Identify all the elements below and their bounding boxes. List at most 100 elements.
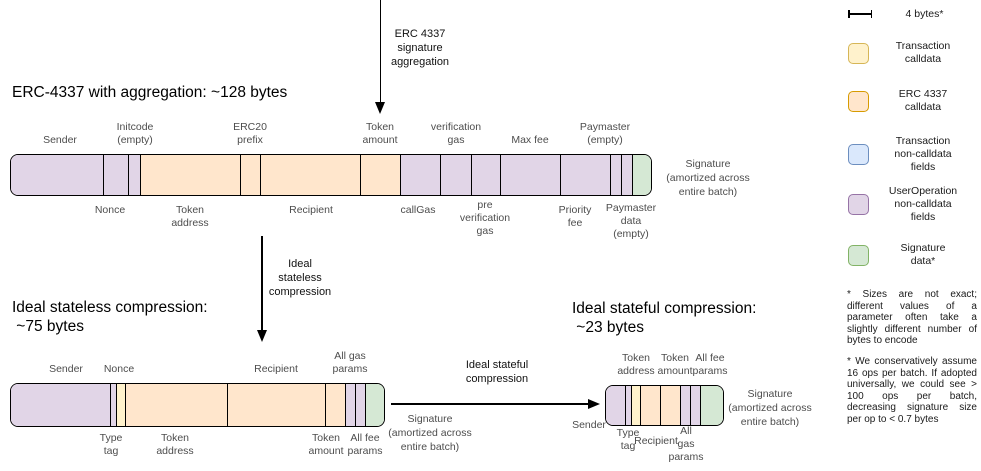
- segment-all-fee-params: [691, 386, 701, 425]
- segment-paymaster-data-empty: [622, 155, 633, 195]
- legend-label-blue: Transaction non-calldata fields: [894, 135, 952, 173]
- segment-sender: [606, 386, 626, 425]
- legend-scale-row: 4 bytes*: [845, 7, 977, 21]
- field-label-priority-fee: Priority fee: [558, 204, 592, 229]
- legend-label-purple: UserOperation non-calldata fields: [888, 185, 958, 223]
- signature-note-erc4337-aggregation: Signature (amortized across entire batch…: [666, 158, 750, 198]
- segment-all-gas-params: [681, 386, 691, 425]
- field-label-token-amount: Token amount: [657, 352, 693, 377]
- segment-all-fee-params: [356, 384, 366, 426]
- segment-token-address: [126, 384, 228, 426]
- legend-swatch-orange: [848, 90, 869, 112]
- arrow-label-stateful-compression: Ideal stateful compression: [465, 359, 529, 385]
- field-label-sender: Sender: [572, 419, 606, 431]
- arrow-label-stateless-compression: Ideal stateless compression: [268, 258, 332, 298]
- field-label-type-tag: Type tag: [99, 432, 123, 457]
- field-label-sender: Sender: [49, 363, 83, 375]
- arrow-head-right-icon: [588, 398, 600, 409]
- signature-note-stateless-compression: Signature (amortized across entire batch…: [388, 413, 472, 453]
- segment-signature: [366, 384, 384, 426]
- bar-stateless-compression: [10, 383, 385, 427]
- legend-label-yellow: Transaction calldata: [895, 40, 951, 65]
- segment-token-amount: [361, 155, 401, 195]
- segment-nonce: [104, 155, 129, 195]
- segment-signature-data: [633, 155, 651, 195]
- title-stateful-compression: Ideal stateful compression: ~23 bytes: [572, 300, 757, 336]
- segment-all-gas-params: [346, 384, 356, 426]
- field-label-all-fee-params: All fee params: [347, 432, 383, 457]
- segment-pre-verification-gas: [472, 155, 501, 195]
- segment-callgas: [401, 155, 441, 195]
- legend-swatch-purple: [848, 194, 869, 215]
- field-label-token-address: Token address: [171, 204, 209, 229]
- field-label-verification-gas: verification gas: [430, 121, 482, 146]
- arrow-head-down-icon: [256, 330, 267, 342]
- field-label-all-fee-params: All fee params: [692, 352, 728, 377]
- bar-erc4337-aggregation: [10, 154, 652, 196]
- segment-type-tag: [111, 384, 117, 426]
- segment-signature: [701, 386, 723, 425]
- segment-token-amount: [326, 384, 346, 426]
- segment-max-fee: [501, 155, 561, 195]
- segment-sender: [11, 155, 104, 195]
- legend-scale-label: 4 bytes*: [905, 7, 944, 20]
- title-stateless-compression: Ideal stateless compression: ~75 bytes: [12, 299, 208, 335]
- legend-item-blue: Transaction non-calldata fields: [845, 135, 977, 174]
- field-label-nonce: Nonce: [103, 363, 135, 375]
- byte-scale-ruler-icon: [848, 10, 872, 18]
- field-label-token-amount: Token amount: [362, 121, 398, 146]
- segment-recipient: [228, 384, 326, 426]
- field-label-recipient: Recipient: [289, 204, 333, 216]
- segment-type-tag: [626, 386, 632, 425]
- legend-swatch-green: [848, 244, 869, 266]
- legend-item-purple: UserOperation non-calldata fields: [845, 185, 977, 224]
- field-label-token-address: Token address: [156, 432, 194, 457]
- segment-initcode-empty: [129, 155, 141, 195]
- segment-recipient: [641, 386, 661, 425]
- legend: 4 bytes* Transaction calldata ERC 4337 ca…: [845, 0, 977, 471]
- field-label-nonce: Nonce: [94, 204, 126, 216]
- legend-item-yellow: Transaction calldata: [845, 40, 977, 66]
- field-label-recipient: Recipient: [254, 363, 298, 375]
- arrow-line: [261, 236, 263, 331]
- arrow-label-erc4337-aggregation: ERC 4337 signature aggregation: [390, 28, 450, 68]
- field-label-recipient: Recipient: [634, 435, 678, 447]
- field-label-callgas: callGas: [400, 204, 436, 216]
- field-label-sender: Sender: [43, 134, 77, 146]
- segment-token-amount: [661, 386, 681, 425]
- field-label-all-gas-params: All gas params: [332, 350, 368, 375]
- segment-verification-gas: [441, 155, 472, 195]
- legend-swatch-yellow: [848, 42, 869, 64]
- field-label-pre-verification-gas: pre verification gas: [459, 199, 511, 237]
- legend-label-green: Signature data*: [900, 242, 946, 267]
- legend-swatch-blue: [848, 144, 869, 165]
- field-label-initcode-empty: Initcode (empty): [116, 121, 154, 146]
- field-label-paymaster-empty: Paymaster (empty): [579, 121, 631, 146]
- bar-stateful-compression: [605, 385, 724, 426]
- segment-nonce: [117, 384, 126, 426]
- field-label-erc20-prefix: ERC20 prefix: [233, 121, 267, 146]
- segment-sender: [11, 384, 111, 426]
- legend-item-orange: ERC 4337 calldata: [845, 88, 977, 114]
- footnote-1: * Sizes are not exact; different values …: [847, 289, 977, 347]
- segment-priority-fee: [561, 155, 611, 195]
- signature-note-stateful-compression: Signature (amortized across entire batch…: [728, 388, 812, 428]
- arrow-head-down-icon: [374, 102, 385, 114]
- segment-recipient: [261, 155, 361, 195]
- arrow-line: [391, 403, 589, 405]
- legend-label-orange: ERC 4337 calldata: [898, 88, 948, 113]
- field-label-type-tag: Type tag: [616, 427, 640, 452]
- segment-erc20-prefix: [241, 155, 261, 195]
- legend-item-green: Signature data*: [845, 242, 977, 268]
- field-label-token-amount: Token amount: [308, 432, 344, 457]
- field-label-token-address: Token address: [617, 352, 655, 377]
- segment-paymaster-empty: [611, 155, 622, 195]
- field-label-paymaster-data-empty: Paymaster data (empty): [605, 202, 657, 240]
- field-label-max-fee: Max fee: [511, 134, 549, 146]
- segment-token-address: [632, 386, 641, 425]
- title-erc4337-aggregation: ERC-4337 with aggregation: ~128 bytes: [12, 84, 288, 101]
- segment-token-address: [141, 155, 241, 195]
- arrow-line: [379, 0, 381, 103]
- footnote-2: * We conservatively assume 16 ops per ba…: [847, 356, 977, 425]
